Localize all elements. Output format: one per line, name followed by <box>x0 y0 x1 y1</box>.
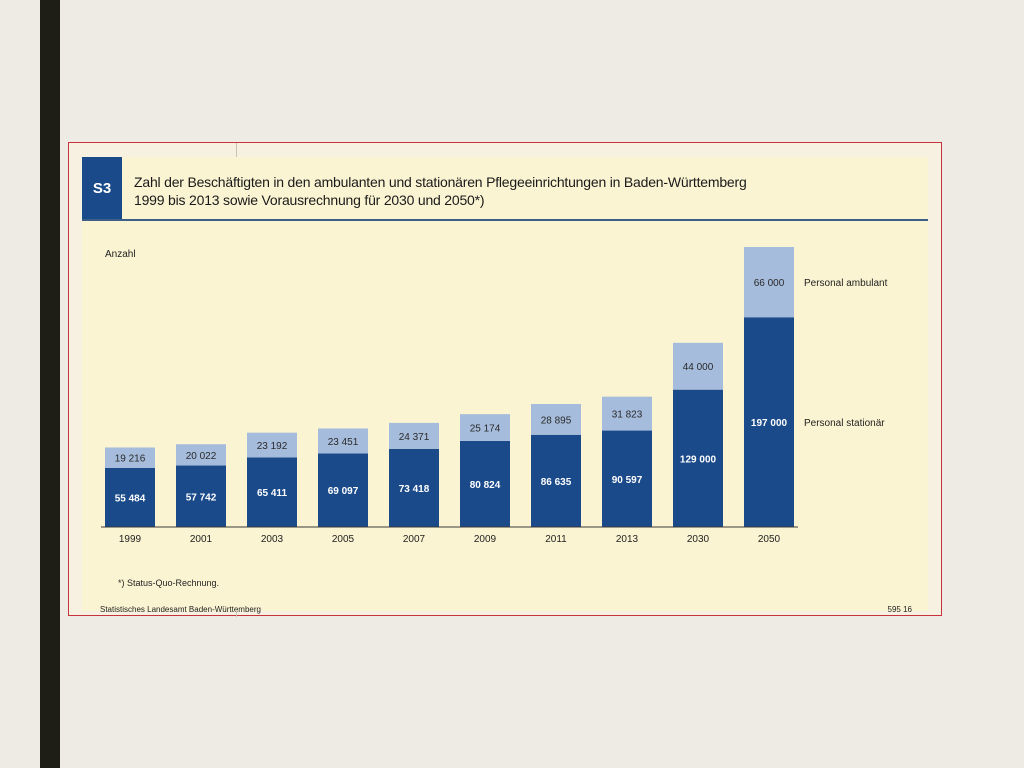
chart-panel: S3 Zahl der Beschäftigten in den ambulan… <box>82 157 928 614</box>
legend-stationaer: Personal stationär <box>804 418 885 429</box>
data-label-stationaer: 197 000 <box>751 418 788 429</box>
chart-title-line-2: 1999 bis 2013 sowie Vorausrechnung für 2… <box>134 192 485 208</box>
bar-ambulant <box>460 414 510 441</box>
data-label-ambulant: 23 451 <box>328 437 359 448</box>
legend-ambulant: Personal ambulant <box>804 278 888 289</box>
data-label-stationaer: 57 742 <box>186 492 217 503</box>
x-tick-label: 2013 <box>616 534 639 545</box>
data-label-stationaer: 80 824 <box>470 480 501 491</box>
data-label-ambulant: 44 000 <box>683 362 714 373</box>
x-tick-label: 2009 <box>474 534 497 545</box>
divider-line <box>236 611 237 617</box>
data-label-ambulant: 19 216 <box>115 454 146 465</box>
data-label-ambulant: 25 174 <box>470 424 501 435</box>
data-label-ambulant: 66 000 <box>754 278 785 289</box>
bar-stationaer <box>176 465 226 527</box>
data-label-ambulant: 31 823 <box>612 410 643 421</box>
divider-line <box>236 143 237 157</box>
bar-ambulant <box>744 247 794 318</box>
bar-ambulant <box>105 447 155 468</box>
chart-frame: S3 Zahl der Beschäftigten in den ambulan… <box>68 142 942 617</box>
data-label-ambulant: 20 022 <box>186 451 217 462</box>
chart-code: 595 16 <box>887 605 912 614</box>
data-label-stationaer: 69 097 <box>328 486 359 497</box>
x-tick-label: 2030 <box>687 534 710 545</box>
x-tick-label: 2050 <box>758 534 781 545</box>
data-label-stationaer: 73 418 <box>399 484 430 495</box>
x-tick-label: 2003 <box>261 534 284 545</box>
stacked-bar-chart: Anzahl 55 484 19 216 1999 57 742 20 022 2001 65… <box>101 247 888 545</box>
chart-title: Zahl der Beschäftigten in den ambulanten… <box>134 173 924 209</box>
bar-ambulant <box>176 444 226 466</box>
chart-title-line-1: Zahl der Beschäftigten in den ambulanten… <box>134 174 747 190</box>
data-label-ambulant: 28 895 <box>541 415 572 426</box>
bar-stationaer <box>602 430 652 527</box>
data-label-stationaer: 65 411 <box>257 488 287 499</box>
bar-stationaer <box>105 467 155 527</box>
slide-side-bar <box>40 0 60 768</box>
bar-ambulant <box>531 404 581 435</box>
bar-stationaer <box>744 317 794 527</box>
data-label-ambulant: 24 371 <box>399 432 430 443</box>
data-label-ambulant: 23 192 <box>257 441 288 452</box>
bar-stationaer <box>247 457 297 527</box>
data-label-stationaer: 90 597 <box>612 475 643 486</box>
data-label-stationaer: 86 635 <box>541 477 572 488</box>
y-axis-label: Anzahl <box>105 249 136 260</box>
bar-ambulant <box>602 396 652 431</box>
x-tick-label: 2007 <box>403 534 426 545</box>
bar-stationaer <box>531 434 581 527</box>
x-tick-label: 2005 <box>332 534 355 545</box>
bar-ambulant <box>389 422 439 449</box>
title-rule <box>82 219 928 221</box>
bar-stationaer <box>460 440 510 527</box>
bar-stationaer <box>673 389 723 527</box>
bar-ambulant <box>318 428 368 454</box>
data-label-stationaer: 129 000 <box>680 454 717 465</box>
data-label-stationaer: 55 484 <box>115 493 146 504</box>
x-tick-label: 1999 <box>119 534 142 545</box>
chart-footnote: *) Status-Quo-Rechnung. <box>118 578 220 588</box>
bar-stationaer <box>318 453 368 527</box>
bar-stationaer <box>389 448 439 527</box>
x-tick-label: 2001 <box>190 534 213 545</box>
bar-ambulant <box>673 342 723 390</box>
chart-source: Statistisches Landesamt Baden-Württember… <box>100 605 261 614</box>
chart-tag: S3 <box>82 157 122 219</box>
bar-ambulant <box>247 432 297 458</box>
x-tick-label: 2011 <box>545 534 567 545</box>
